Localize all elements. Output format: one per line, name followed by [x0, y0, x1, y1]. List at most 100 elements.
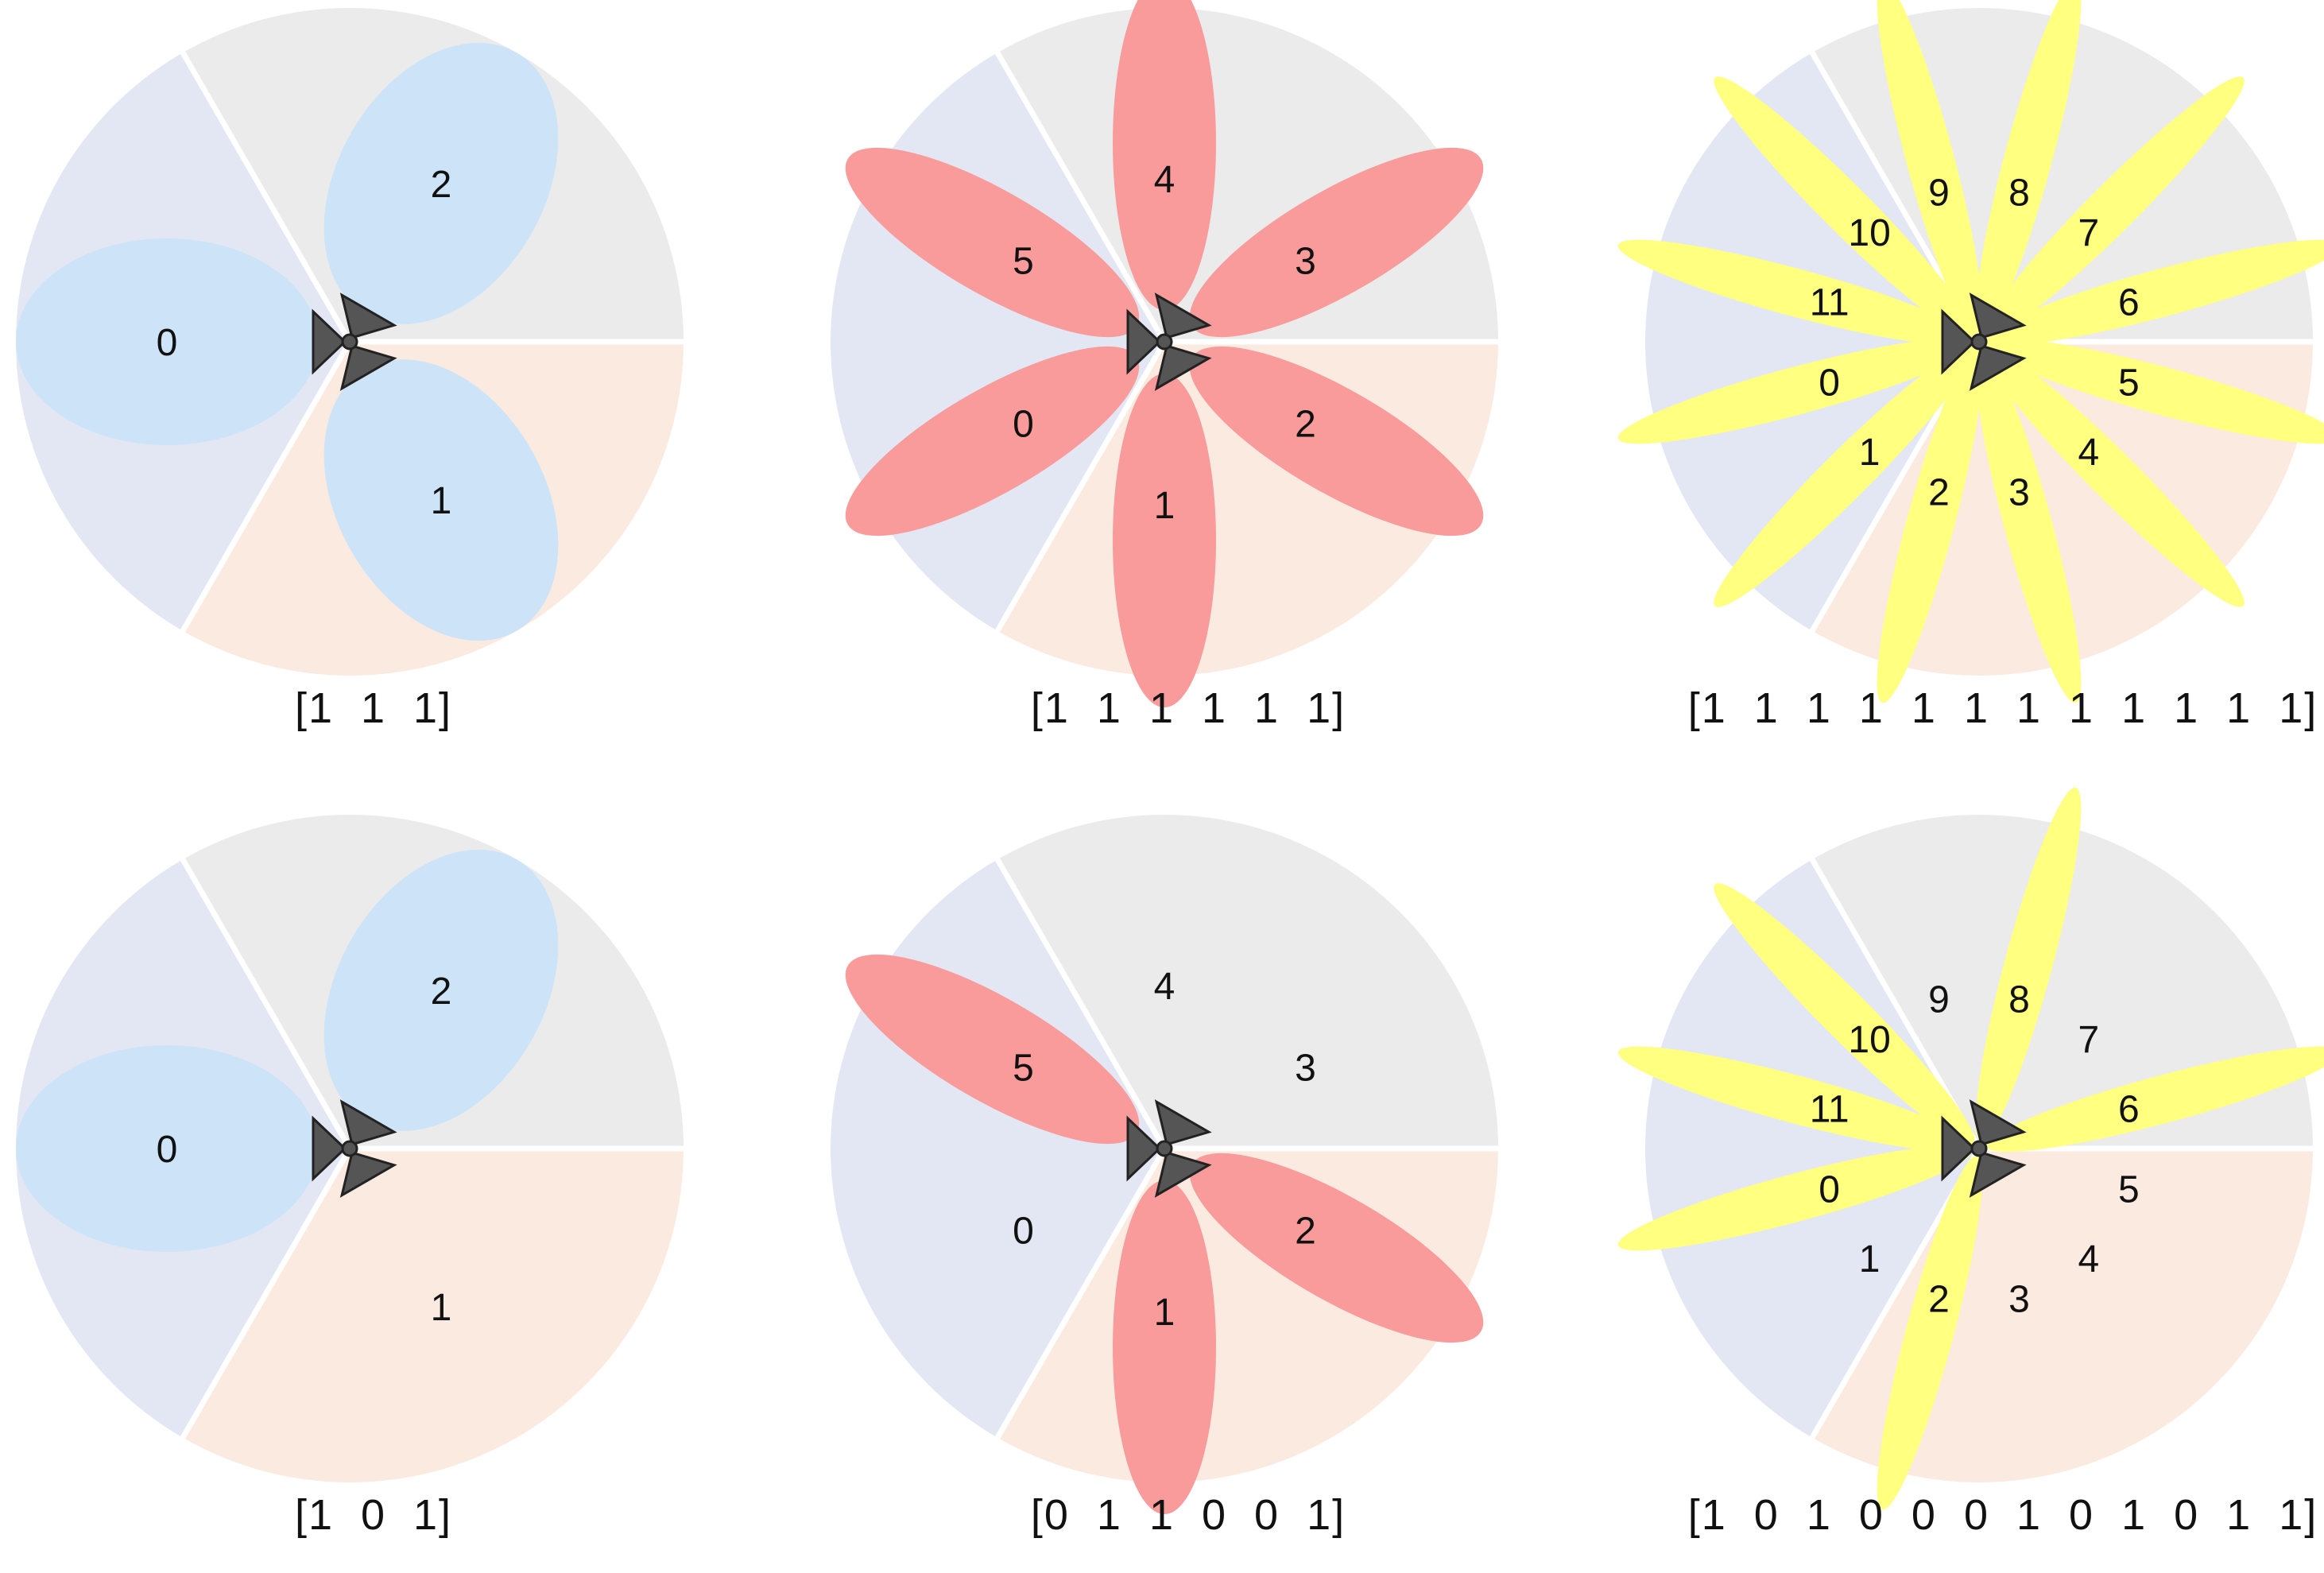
sector-divider: [993, 48, 1168, 343]
sector-left: [1645, 859, 1979, 1438]
beam-label-1: 1: [1154, 485, 1176, 527]
beam-10: [1714, 76, 1975, 338]
beam-label-0: 0: [157, 322, 178, 364]
beam-4: [1113, 0, 1216, 310]
beam-label-4: 4: [2078, 1238, 2100, 1280]
beam-label-11: 11: [1810, 282, 1850, 324]
beam-mask-caption: [0 1 1 0 0 1]: [1030, 1491, 1346, 1539]
beam-5: [1986, 338, 2324, 444]
panel-a: 0 1 2 [1 1 1]: [0, 0, 747, 763]
beam-label-6: 6: [2118, 282, 2140, 324]
beam-label-1: 1: [1154, 1292, 1176, 1334]
beam-5: [845, 954, 1140, 1145]
beam-label-9: 9: [1928, 979, 1950, 1021]
sector-divider: [178, 48, 353, 343]
antenna-icon: [312, 1099, 397, 1198]
beam-7: [1983, 76, 2245, 338]
beam-3: [1975, 349, 2082, 703]
sector-upper-right: [997, 815, 1498, 1149]
beam-label-3: 3: [2008, 471, 2030, 513]
beam-label-1: 1: [431, 480, 452, 522]
beam-label-4: 4: [2078, 432, 2100, 474]
beam-label-1: 1: [431, 1287, 452, 1329]
beam-label-0: 0: [1819, 1168, 1840, 1211]
beam-label-1: 1: [1859, 432, 1881, 474]
beam-2: [323, 42, 559, 324]
sector-divider: [993, 340, 1168, 635]
beam-label-8: 8: [2008, 172, 2030, 215]
beam-1: [1113, 1180, 1216, 1514]
beam-6: [1986, 1046, 2324, 1153]
beam-3: [1189, 147, 1484, 338]
beam-label-3: 3: [2008, 1278, 2030, 1320]
beam-4: [1983, 346, 2245, 607]
beam-9: [1877, 0, 1983, 335]
beam-0: [1617, 1145, 1972, 1251]
beam-2: [1877, 349, 1983, 703]
beam-8: [1975, 787, 2082, 1141]
beam-0: [1617, 338, 1972, 444]
beam-label-0: 0: [1013, 404, 1034, 446]
sector-diagram: 0 1 2 3 4 5: [831, 0, 1501, 707]
beam-label-5: 5: [2118, 1168, 2140, 1211]
beam-0: [845, 346, 1140, 537]
sector-diagram: 0 1 2: [16, 7, 687, 676]
beam-label-8: 8: [2008, 979, 2030, 1021]
beam-label-7: 7: [2078, 1019, 2100, 1061]
beam-6: [1986, 239, 2324, 346]
beam-label-2: 2: [1295, 1211, 1316, 1253]
sector-lower-right: [183, 1149, 684, 1482]
beam-label-11: 11: [1810, 1089, 1850, 1131]
panel-e: 0 1 2 3 4 5 [0 1 1 0 0 1]: [815, 807, 1562, 1570]
beam-label-2: 2: [1928, 471, 1950, 513]
sector-divider: [178, 340, 353, 635]
beam-mask-caption: [1 1 1 1 1 1 1 1 1 1 1 1]: [1687, 684, 2318, 732]
beam-label-3: 3: [1295, 241, 1316, 283]
panel-b: 0 1 2 3 4 5 [1 1 1 1 1 1]: [815, 0, 1562, 763]
sector-divider: [993, 855, 1168, 1150]
sector-divider: [178, 1147, 353, 1442]
antenna-icon: [1941, 293, 2027, 391]
beam-10: [1714, 883, 1975, 1145]
beam-label-5: 5: [2118, 362, 2140, 404]
beam-11: [1617, 239, 1972, 346]
beam-2: [1189, 1153, 1484, 1343]
beam-1: [1113, 374, 1216, 707]
sector-divider: [178, 855, 353, 1150]
beam-8: [1975, 0, 2082, 335]
beam-label-10: 10: [1848, 212, 1890, 254]
beam-label-0: 0: [157, 1129, 178, 1171]
beam-mask-caption: [1 1 1]: [294, 684, 453, 732]
beam-label-6: 6: [2118, 1089, 2140, 1131]
beam-label-10: 10: [1848, 1019, 1890, 1061]
sector-upper-right: [1812, 815, 2313, 1149]
sector-divider: [993, 1147, 1168, 1442]
beam-2: [1877, 1156, 1983, 1510]
beam-label-4: 4: [1154, 966, 1176, 1008]
antenna-icon: [1126, 1099, 1212, 1198]
beam-1: [1714, 346, 1975, 607]
beam-label-2: 2: [431, 164, 452, 206]
beam-label-2: 2: [431, 971, 452, 1013]
beam-0: [16, 1045, 318, 1252]
sector-diagram: 0 1 2 3 4 5: [831, 815, 1501, 1514]
beam-5: [845, 147, 1140, 338]
beam-2: [1189, 346, 1484, 537]
beam-11: [1617, 1046, 1972, 1153]
beam-mask-caption: [1 0 1]: [294, 1491, 453, 1539]
beam-label-3: 3: [1295, 1048, 1316, 1090]
beam-label-4: 4: [1154, 159, 1176, 201]
sector-diagram: 0 1 2: [16, 815, 687, 1482]
antenna-icon: [1126, 293, 1212, 391]
panel-f: 0 1 2 3 4 5 6 7 8 9 10 11 [1 0 1 0 0 0 1 0 1 0 1 1]: [1617, 787, 2324, 1570]
beam-label-2: 2: [1928, 1278, 1950, 1320]
beam-0: [16, 238, 318, 445]
panel-d: 0 1 2 [1 0 1]: [0, 807, 747, 1570]
beam-label-9: 9: [1928, 172, 1950, 215]
antenna-icon: [312, 293, 397, 391]
beam-label-0: 0: [1819, 362, 1840, 404]
panel-c: 0 1 2 3 4 5 6 7 8 9 10 11 [1 1 1 1 1 1 1 1 1 1 1 1]: [1617, 0, 2324, 763]
